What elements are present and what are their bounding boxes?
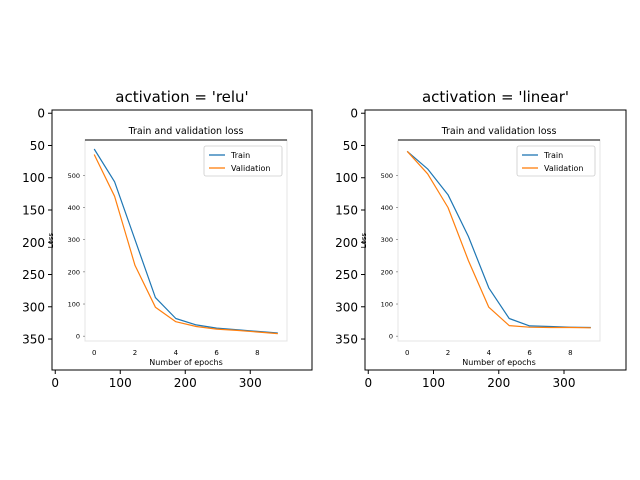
subplot-0: activation = 'relu'0 100 200 30005010015020… (22, 88, 313, 390)
inner-x-tick-label: 4 (174, 349, 179, 357)
outer-y-tick-label: 100 (22, 171, 45, 185)
outer-y-tick-label: 150 (335, 204, 358, 218)
inner-chart: Train and validation loss 0 2 4 6 8 0 100 200 300… (360, 126, 601, 367)
subplot-title: activation = 'relu' (115, 88, 248, 106)
inner-x-tick-label: 6 (527, 349, 532, 357)
inner-y-tick-label: 200 (68, 268, 80, 276)
inner-y-axis-label: Loss (360, 232, 368, 248)
outer-y-tick-label: 100 (335, 171, 358, 185)
inner-y-tick-label: 300 (68, 236, 80, 244)
legend-label: Train (543, 151, 563, 160)
inner-y-tick-label: 0 (389, 333, 393, 341)
outer-y-tick-label: 300 (22, 300, 45, 314)
series-line-train (93, 148, 278, 334)
legend: Train Validation (516, 145, 596, 177)
inner-x-tick-label: 0 (405, 349, 409, 357)
inner-x-tick-label: 2 (446, 349, 450, 357)
outer-y-tick-label: 200 (22, 236, 45, 250)
inner-x-tick-label: 0 (92, 349, 96, 357)
subplot-1: activation = 'linear'0 100 200 300050100150… (335, 88, 627, 390)
outer-y-tick-label: 150 (22, 204, 45, 218)
outer-x-tick-label: 200 (174, 376, 197, 390)
inner-y-tick-label: 400 (68, 204, 80, 212)
outer-y-tick-label: 250 (335, 268, 358, 282)
outer-y-tick-label: 300 (335, 300, 358, 314)
outer-x-tick-label: 0 (364, 376, 372, 390)
inner-x-axis-label: Number of epochs (462, 358, 535, 367)
inner-y-axis-label: Loss (47, 232, 55, 248)
inner-title: Train and validation loss (128, 126, 244, 137)
series-line-validation (93, 154, 278, 335)
outer-x-tick-label: 0 (51, 376, 59, 390)
outer-y-tick-label: 50 (30, 139, 45, 153)
inner-x-tick-label: 8 (568, 349, 572, 357)
outer-x-tick-label: 100 (422, 376, 445, 390)
inner-y-tick-label: 100 (381, 301, 393, 309)
outer-y-tick-label: 250 (22, 268, 45, 282)
inner-chart: Train and validation loss 0 2 4 6 8 0 100 200 300… (47, 126, 288, 367)
outer-y-tick-label: 350 (22, 333, 45, 347)
inner-x-tick-label: 6 (214, 349, 219, 357)
subplot-title: activation = 'linear' (422, 88, 569, 106)
inner-y-tick-label: 300 (381, 236, 393, 244)
inner-x-axis-label: Number of epochs (149, 358, 222, 367)
outer-y-tick-label: 200 (335, 236, 358, 250)
inner-y-tick-label: 100 (68, 301, 80, 309)
inner-x-tick-label: 8 (255, 349, 259, 357)
inner-y-tick-label: 500 (381, 172, 393, 180)
outer-x-tick-label: 300 (553, 376, 576, 390)
outer-y-tick-label: 0 (37, 107, 45, 121)
outer-y-tick-label: 0 (350, 107, 358, 121)
series-line-validation (406, 150, 591, 329)
outer-y-tick-label: 50 (343, 139, 358, 153)
outer-y-tick-label: 350 (335, 333, 358, 347)
inner-title: Train and validation loss (441, 126, 557, 137)
outer-x-tick-label: 300 (239, 376, 262, 390)
inner-x-tick-label: 4 (487, 349, 492, 357)
legend-label: Validation (231, 164, 271, 173)
inner-y-tick-label: 200 (381, 268, 393, 276)
series-line-train (406, 150, 591, 329)
outer-x-tick-label: 100 (109, 376, 132, 390)
outer-x-tick-label: 200 (487, 376, 510, 390)
inner-y-tick-label: 0 (76, 333, 80, 341)
legend-label: Train (230, 151, 250, 160)
inner-y-tick-label: 500 (68, 172, 80, 180)
inner-y-tick-label: 400 (381, 204, 393, 212)
legend: Train Validation (203, 145, 283, 177)
inner-x-tick-label: 2 (133, 349, 137, 357)
legend-label: Validation (544, 164, 584, 173)
